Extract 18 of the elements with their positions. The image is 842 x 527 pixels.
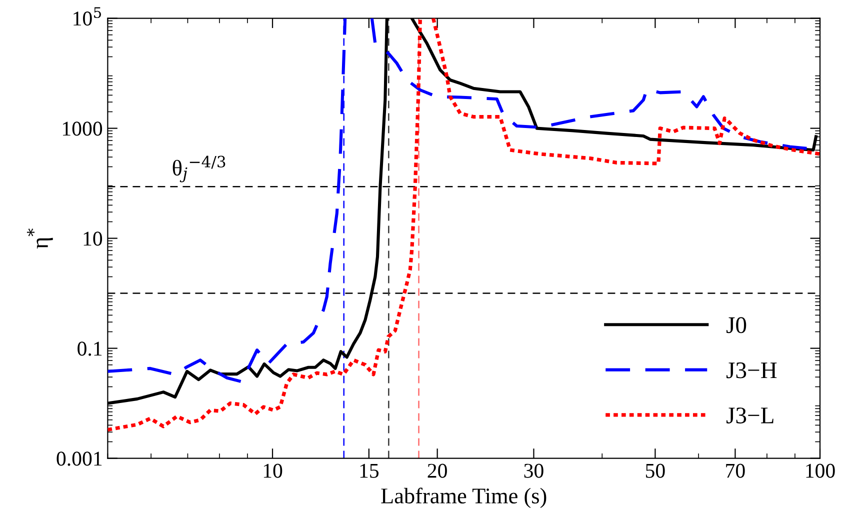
y-tick-label: 10 (84, 232, 102, 246)
y-tick-label: 0.1 (78, 342, 102, 356)
x-tick-label: 15 (360, 464, 379, 478)
ref-line-label: θ$_{j}$$^{−4/3}$ (172, 156, 226, 182)
x-tick-label: 30 (524, 464, 544, 478)
legend-label: J0 (726, 317, 746, 334)
legend-label: J3−H (726, 362, 777, 378)
x-tick-label: 100 (806, 464, 835, 478)
x-tick-label: 50 (646, 464, 665, 478)
x-tick-label: 20 (428, 464, 447, 478)
y-axis-title: η$^{*}$ (26, 228, 53, 249)
y-tick-label: 0.001 (56, 452, 102, 466)
y-tick-label: 1000 (63, 122, 102, 136)
x-tick-label: 10 (264, 464, 282, 478)
legend-label: J3−L (726, 408, 774, 424)
x-axis-title: Labframe Time (s) (381, 488, 546, 508)
x-tick-label: 70 (726, 464, 745, 478)
y-tick-label: 10$^{5}$ (74, 7, 101, 26)
